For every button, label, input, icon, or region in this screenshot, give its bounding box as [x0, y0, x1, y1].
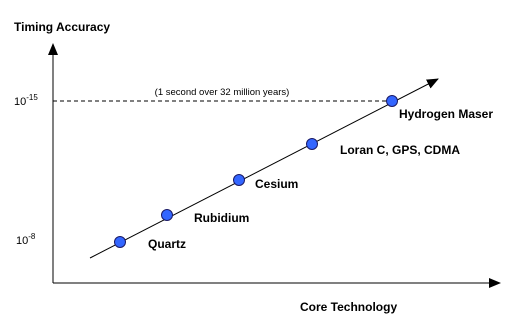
y-tick: 10-8 — [16, 232, 36, 247]
point — [233, 174, 245, 186]
point — [161, 209, 173, 221]
point-label: Cesium — [255, 177, 298, 191]
point — [306, 138, 318, 150]
title: Timing Accuracy — [14, 20, 110, 34]
point-label: Loran C, GPS, CDMA — [340, 143, 460, 157]
point-label: Rubidium — [194, 211, 249, 225]
point-label: Hydrogen Maser — [399, 107, 493, 121]
trend-line — [89, 78, 439, 259]
point-label: Quartz — [148, 237, 186, 251]
x-label: Core Technology — [300, 300, 397, 314]
point — [386, 95, 398, 107]
point — [114, 236, 126, 248]
annotation: (1 second over 32 million years) — [155, 87, 290, 98]
y-tick: 10-15 — [14, 93, 38, 108]
